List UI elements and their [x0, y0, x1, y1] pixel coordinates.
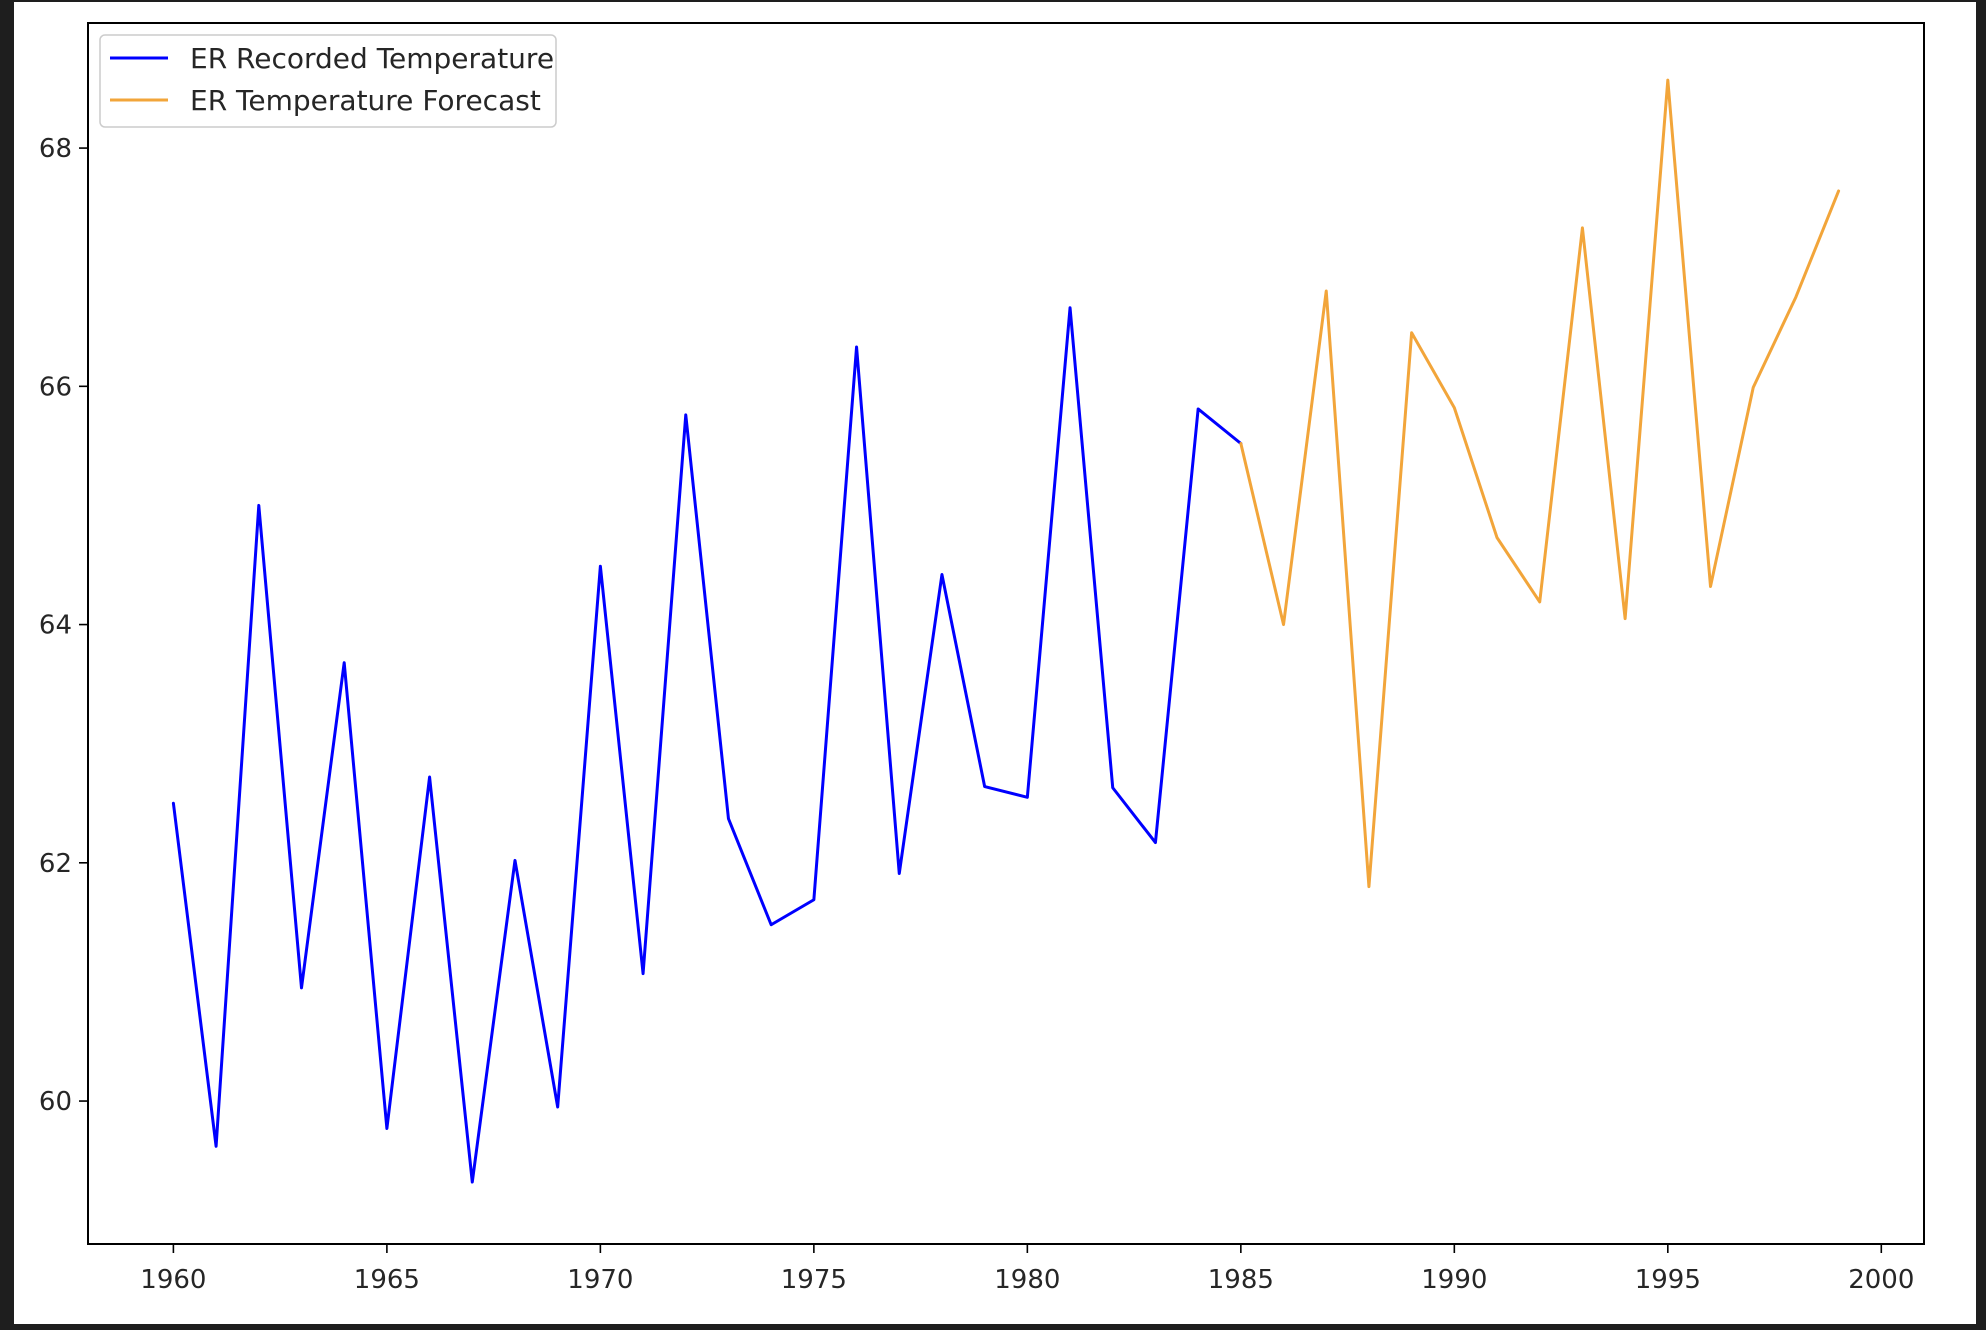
x-tick-label: 1980 [994, 1265, 1060, 1295]
x-tick-label: 1960 [140, 1265, 206, 1295]
y-tick-label: 66 [39, 372, 72, 402]
line-chart: 1960 1965 1970 1975 1980 1985 1990 1995 2000 606… [39, 22, 1925, 1295]
x-tick-label: 1995 [1635, 1265, 1701, 1295]
series-line-recorded [171, 306, 1243, 1184]
legend-label-recorded: ER Recorded Temperature [190, 42, 554, 75]
x-tick-label: 1985 [1208, 1265, 1274, 1295]
legend-box [99, 34, 557, 128]
y-tick-label: 62 [39, 849, 72, 879]
legend-label-forecast: ER Temperature Forecast [190, 84, 541, 117]
chart-figure: 1960 1965 1970 1975 1980 1985 1990 1995 2000 60 6… [14, 2, 1976, 1324]
y-tick-label: 68 [39, 134, 72, 164]
x-tick-label: 1975 [781, 1265, 847, 1295]
plot-area [87, 22, 1925, 1245]
y-axis: 60 62 64 66 68 [39, 134, 88, 1117]
x-tick-label: 1965 [354, 1265, 420, 1295]
y-tick-label: 64 [39, 611, 72, 641]
x-tick-label: 1990 [1421, 1265, 1487, 1295]
series-layer [171, 78, 1841, 1184]
legend: ER Recorded Temperature ER Temperature F… [99, 34, 557, 128]
x-tick-label: 1970 [567, 1265, 633, 1295]
x-tick-label: 2000 [1848, 1265, 1914, 1295]
y-tick-label: 60 [39, 1087, 72, 1117]
series-line-forecast [1239, 78, 1841, 889]
x-axis: 1960 1965 1970 1975 1980 1985 1990 1995 2000 [140, 1244, 1914, 1295]
